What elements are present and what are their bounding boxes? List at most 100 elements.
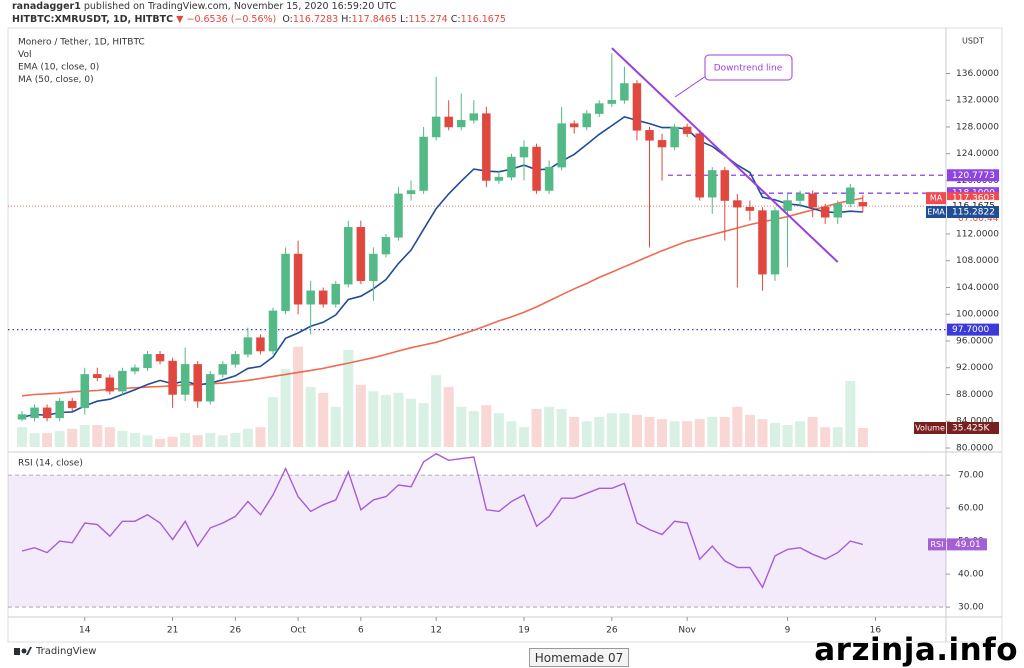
x-tick-label: 19: [518, 626, 530, 636]
candle-body: [682, 126, 692, 134]
candle-body: [595, 103, 604, 114]
volume-bar: [795, 421, 806, 447]
volume-bar: [180, 433, 191, 447]
volume-bar: [280, 369, 291, 447]
volume-bar: [456, 406, 467, 447]
y-tick-label: 108.0000: [956, 256, 999, 266]
volume-bar: [468, 411, 479, 447]
y-tick-label: 132.0000: [956, 96, 999, 106]
candle-body: [293, 253, 303, 305]
legend-entry: Vol: [18, 50, 31, 60]
candle-body: [306, 290, 315, 305]
volume-bar: [606, 413, 617, 447]
volume-bar: [506, 421, 517, 447]
volume-bar: [443, 386, 454, 447]
candle-body: [733, 200, 742, 208]
rsi-tick-label: 60.00: [958, 504, 984, 514]
candle-body: [243, 337, 253, 355]
volume-bar: [820, 427, 831, 447]
change-arrow: ▼: [176, 14, 184, 25]
ma-line: [21, 197, 864, 397]
volume-bar: [17, 427, 27, 447]
candle-body: [381, 237, 391, 255]
candle-body: [231, 354, 240, 365]
legend-entry: Monero / Tether, 1D, HITBTC: [18, 38, 145, 48]
header-line-2: HITBTC:XMRUSDT, 1D, HITBTC ▼ −0.6536 (−0…: [12, 14, 506, 25]
candle-body: [494, 176, 504, 181]
candle-body: [820, 206, 830, 218]
candle-body: [770, 210, 780, 275]
x-tick-label: 14: [79, 626, 91, 636]
candle-body: [532, 146, 541, 191]
candle-body: [344, 227, 353, 285]
rsi-band: [8, 475, 946, 608]
trendline: [611, 47, 839, 263]
tradingview-logo: TradingView: [14, 646, 96, 657]
candle-body: [118, 370, 127, 392]
candle-body: [519, 146, 529, 158]
ohlc-value: 115.274: [408, 14, 448, 25]
volume-bar: [732, 406, 743, 447]
x-tick-label: 9: [785, 626, 791, 636]
rsi-tag: [947, 538, 987, 551]
volume-bar: [682, 421, 693, 447]
ohlc-label: C:: [450, 14, 461, 25]
chart-frame: [7, 27, 1003, 643]
rsi-tag-label-box: [928, 538, 946, 551]
volume-bar: [268, 397, 278, 447]
volume-bar: [832, 427, 843, 447]
volume-bar: [92, 425, 103, 447]
candle-body: [42, 407, 52, 419]
candle-body: [318, 290, 328, 305]
candle-body: [557, 123, 566, 168]
volume-bar: [205, 433, 216, 447]
rsi-tag-value: 49.01: [955, 540, 981, 550]
volume-bar: [644, 416, 655, 447]
volume-tag-label-box: [914, 422, 946, 434]
rsi-line: [21, 452, 864, 589]
volume-bar: [192, 435, 203, 447]
caption: Homemade 07: [529, 648, 629, 667]
candle-body: [708, 170, 717, 198]
candle-body: [457, 120, 466, 128]
annotation-label: Downtrend line: [714, 64, 783, 74]
volume-bar: [594, 416, 605, 447]
ema-tag-value: 115.2822: [952, 208, 995, 218]
candle-body: [858, 202, 868, 207]
published: published on TradingView.com, November 1…: [83, 1, 397, 12]
candle-body: [281, 253, 290, 312]
level-tag: [947, 169, 999, 182]
candle-body: [67, 400, 77, 409]
candle-body: [268, 310, 278, 352]
volume-bar: [54, 430, 65, 447]
countdown-box: [947, 213, 999, 225]
watermark: arzinja.info: [814, 632, 1018, 668]
y-tick-label: 80.0000: [956, 443, 993, 453]
volume-bar: [117, 430, 128, 447]
x-tick-label: Nov: [678, 626, 696, 636]
candle-body: [130, 367, 140, 372]
volume-bar: [167, 436, 178, 447]
x-tick-label: Oct: [290, 626, 306, 636]
candle-body: [419, 136, 428, 191]
candle-body: [180, 364, 190, 395]
volume-bar: [129, 433, 140, 447]
candle-body: [143, 354, 152, 368]
volume-bar: [481, 405, 492, 447]
candle-body: [657, 140, 667, 148]
candle-body: [444, 116, 453, 128]
change: −0.6536 (−0.56%): [186, 14, 277, 25]
volume-bar: [694, 419, 705, 447]
logo-text: TradingView: [36, 646, 97, 657]
ema-tag: [947, 206, 999, 219]
volume-bar: [569, 416, 580, 447]
volume-bar: [418, 403, 429, 447]
y-tick-label: 104.0000: [956, 283, 999, 293]
level-tag-label: 120.7773: [952, 171, 995, 181]
candle-body: [17, 414, 27, 420]
candle-body: [93, 374, 102, 379]
ema-line: [21, 116, 863, 418]
ohlc-label: O:: [282, 14, 293, 25]
axis-unit: USDT: [962, 37, 984, 46]
candle-body: [30, 407, 39, 419]
